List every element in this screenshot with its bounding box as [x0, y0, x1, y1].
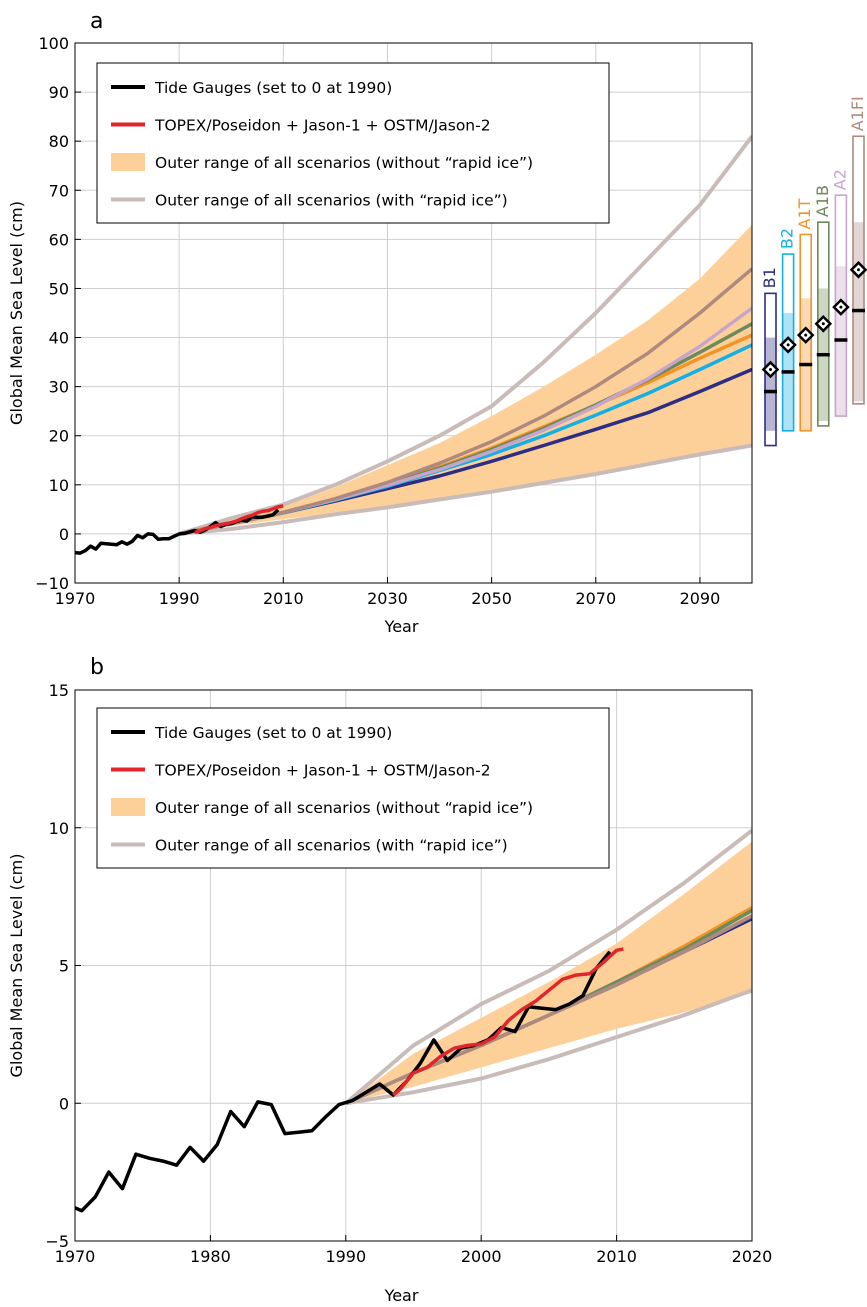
legend-swatch-patch [111, 798, 145, 816]
y-tick-label: 0 [59, 1094, 69, 1113]
scenario-diamond-dot [821, 322, 825, 326]
x-tick-label: 2010 [263, 589, 304, 608]
y-axis-label: Global Mean Sea Level (cm) [7, 854, 26, 1078]
scenario-bar-b1: B1 [760, 267, 780, 447]
range-without-rapid-ice [179, 224, 752, 534]
legend-swatch-patch [111, 153, 145, 171]
legend-box [96, 707, 610, 869]
y-tick-label: −5 [45, 1232, 69, 1251]
scenario-diamond-dot [839, 305, 843, 309]
legend: Tide Gauges (set to 0 at 1990) TOPEX/Pose… [96, 707, 610, 869]
x-tick-label: 2020 [732, 1247, 773, 1266]
range-without-rapid-ice [345, 841, 752, 1104]
plot-area [75, 828, 752, 1213]
x-tick-label: 2050 [471, 589, 512, 608]
panel-b: 1970 1980 1990 2000 2010 2020 −5 0 5 10 15 Year Glob… [7, 655, 772, 1305]
scenario-label: B2 [778, 228, 797, 249]
legend-label: Outer range of all scenarios (without “r… [155, 154, 533, 172]
legend-label: TOPEX/Poseidon + Jason-1 + OSTM/Jason-2 [154, 762, 491, 780]
x-tick-label: 2010 [596, 1247, 637, 1266]
scenario-label: A2 [830, 169, 849, 190]
x-axis-label: Year [384, 617, 419, 636]
x-tick-label: 2070 [575, 589, 616, 608]
satellite-line [194, 504, 284, 535]
legend-label: Outer range of all scenarios (without “r… [155, 799, 533, 817]
x-tick-label: 2000 [461, 1247, 502, 1266]
y-tick-label: 60 [49, 230, 69, 249]
legend-label: Tide Gauges (set to 0 at 1990) [154, 724, 392, 742]
y-axis-label: Global Mean Sea Level (cm) [7, 201, 26, 425]
y-tick-label: 30 [49, 378, 69, 397]
y-tick-label: 100 [38, 34, 69, 53]
axis-ticks: 1970 1980 1990 2000 2010 2020 −5 0 5 10 15 [45, 681, 772, 1266]
range-with-rapid-ice-upper [344, 828, 752, 1105]
scenario-bar-a1b: A1B [813, 185, 833, 427]
scenario-bar-a1fi: A1FI [848, 96, 867, 405]
scenario-label: A1B [813, 185, 832, 217]
scenario-label: A1T [795, 198, 814, 229]
scenario-bar-a1t: A1T [795, 198, 815, 432]
y-tick-label: 50 [49, 279, 69, 298]
range-with-rapid-ice-lower [179, 443, 752, 536]
y-tick-label: 80 [49, 132, 69, 151]
axes-frame [74, 42, 753, 584]
x-tick-label: 1990 [325, 1247, 366, 1266]
y-tick-label: 40 [49, 329, 69, 348]
x-tick-label: 1990 [159, 589, 200, 608]
range-with-rapid-ice-lower [345, 988, 752, 1106]
legend-label: Outer range of all scenarios (with “rapi… [155, 837, 508, 855]
satellite-line [392, 947, 624, 1097]
scenario-diamond-dot [804, 333, 808, 337]
scenario-bar-b2: B2 [778, 228, 797, 432]
legend-box [96, 62, 610, 224]
y-tick-label: 15 [49, 681, 69, 700]
y-tick-label: 90 [49, 83, 69, 102]
scenario-diamond-dot [857, 268, 860, 272]
tide-gauges-line [75, 508, 280, 555]
y-tick-label: 20 [49, 427, 69, 446]
scenario-diamond-dot [786, 343, 790, 347]
x-tick-label: 1970 [55, 1247, 96, 1266]
scenario-label: B1 [760, 267, 779, 288]
plot-area [75, 135, 752, 555]
x-tick-label: 1980 [190, 1247, 231, 1266]
x-tick-label: 2090 [680, 589, 721, 608]
x-tick-label: 2030 [367, 589, 408, 608]
y-tick-label: 10 [49, 476, 69, 495]
tide-gauges-line [75, 950, 612, 1213]
legend-label: TOPEX/Poseidon + Jason-1 + OSTM/Jason-2 [154, 117, 491, 135]
scenario-label: A1FI [848, 96, 867, 131]
panel-label: b [90, 655, 104, 680]
y-tick-label: −10 [35, 574, 69, 593]
legend-label: Outer range of all scenarios (with “rapi… [155, 192, 508, 210]
x-tick-label: 1970 [55, 589, 96, 608]
y-tick-label: 70 [49, 181, 69, 200]
scenario-inner-range [765, 337, 776, 431]
x-axis-label: Year [384, 1286, 419, 1305]
legend: Tide Gauges (set to 0 at 1990) TOPEX/Pose… [96, 62, 610, 224]
y-tick-label: 10 [49, 819, 69, 838]
axis-ticks: 1970 1990 2010 2030 2050 2070 2090−10010203040… [35, 34, 720, 608]
legend-label: Tide Gauges (set to 0 at 1990) [154, 79, 392, 97]
scenario-bar-a2: A2 [830, 169, 850, 417]
panel-label: a [90, 9, 103, 34]
panel-a: 1970 1990 2010 2030 2050 2070 2090−10010203040… [7, 9, 867, 636]
y-tick-label: 0 [59, 525, 69, 544]
y-tick-label: 5 [59, 957, 69, 976]
scenario-diamond-dot [769, 367, 772, 371]
